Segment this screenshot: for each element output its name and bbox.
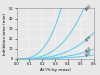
- X-axis label: Al (% by mass): Al (% by mass): [40, 68, 71, 72]
- Text: 430: 430: [85, 50, 93, 58]
- Text: 450: 450: [85, 46, 93, 54]
- Text: 470: 470: [85, 34, 93, 42]
- Text: C: C: [85, 7, 89, 11]
- Text: 490: 490: [85, 3, 93, 11]
- Y-axis label: Inhibition time (min): Inhibition time (min): [4, 13, 8, 55]
